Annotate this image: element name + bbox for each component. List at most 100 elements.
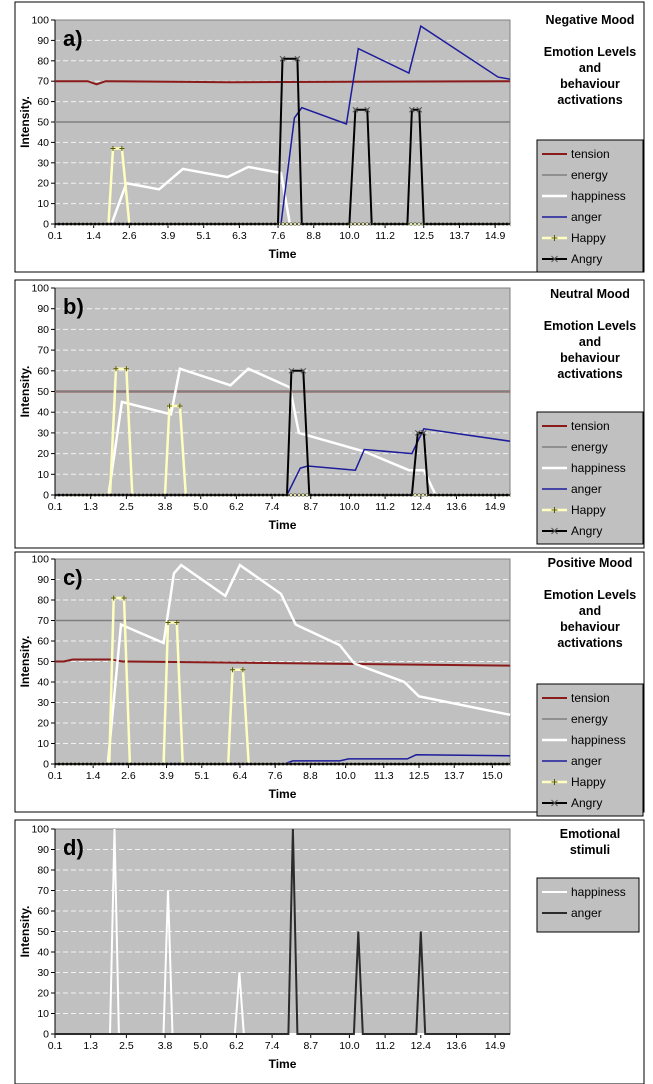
x-tick-label: 7.6 (268, 770, 283, 782)
legend-label: happiness (571, 189, 626, 203)
x-tick-label: 6.4 (233, 770, 248, 782)
angry-marker (409, 106, 415, 113)
y-axis-label: Intensity. (18, 96, 32, 148)
happy-marker (110, 146, 116, 152)
y-tick-label: 100 (31, 824, 49, 836)
x-tick-label: 3.9 (161, 230, 176, 242)
x-tick-label: 12.4 (411, 501, 432, 513)
legend-marker (551, 235, 558, 241)
x-tick-label: 5.1 (196, 230, 211, 242)
side-text-line: stimuli (570, 843, 610, 857)
x-tick-label: 1.3 (83, 501, 98, 513)
y-tick-label: 80 (37, 865, 49, 877)
side-text-line: activations (557, 636, 622, 650)
side-text-line: behaviour (560, 351, 620, 365)
y-tick-label: 100 (31, 283, 49, 295)
y-tick-label: 10 (37, 1008, 49, 1020)
y-tick-label: 70 (37, 76, 49, 88)
y-tick-label: 50 (37, 386, 49, 398)
x-axis-label: Time (269, 787, 297, 801)
y-axis-label: Intensity. (18, 636, 32, 688)
legend-label: happiness (571, 885, 626, 899)
x-tick-label: 5.1 (194, 770, 209, 782)
happy-marker (121, 595, 127, 601)
panel-label: a) (63, 26, 83, 51)
x-axis-label: Time (269, 518, 297, 532)
x-tick-label: 6.2 (229, 1040, 244, 1052)
x-tick-label: 14.9 (485, 501, 506, 513)
legend-marker (551, 799, 558, 807)
legend-label: anger (571, 754, 602, 768)
side-text-line: behaviour (560, 620, 620, 634)
x-tick-label: 13.7 (444, 770, 465, 782)
x-tick-label: 2.5 (119, 1040, 134, 1052)
side-text-line: Emotion Levels (544, 319, 636, 333)
series-line-tension (55, 658, 511, 667)
side-text-line: Neutral Mood (550, 287, 630, 301)
x-tick-label: 3.8 (158, 1040, 173, 1052)
angry-marker (364, 106, 371, 113)
happy-marker (174, 620, 180, 626)
y-tick-label: 30 (37, 967, 49, 979)
x-axis-label: Time (269, 1057, 297, 1071)
legend-marker (551, 527, 558, 535)
happy-marker (166, 403, 172, 409)
side-text-line: and (579, 61, 601, 75)
y-tick-label: 60 (37, 636, 49, 648)
x-tick-label: 13.6 (446, 1040, 467, 1052)
y-tick-label: 70 (37, 885, 49, 897)
x-tick-label: 0.1 (48, 770, 63, 782)
x-tick-label: 11.3 (374, 770, 394, 782)
happy-marker (230, 667, 236, 673)
angry-marker (288, 367, 295, 374)
y-tick-label: 0 (43, 1029, 49, 1041)
legend-box (536, 683, 644, 817)
x-tick-label: 15.0 (482, 770, 503, 782)
y-tick-label: 20 (37, 718, 49, 730)
side-text-line: and (579, 604, 601, 618)
x-tick-label: 0.1 (48, 230, 63, 242)
legend-label: Happy (571, 503, 606, 517)
legend-label: Angry (571, 796, 602, 810)
side-text-line: Emotional (560, 827, 620, 841)
y-tick-label: 90 (37, 574, 49, 586)
side-text-line: activations (557, 367, 622, 381)
x-tick-label: 7.6 (271, 230, 286, 242)
series-line-anger (55, 24, 511, 225)
y-tick-label: 60 (37, 96, 49, 108)
x-tick-label: 0.1 (48, 501, 63, 513)
happy-marker (123, 366, 129, 372)
y-tick-label: 80 (37, 595, 49, 607)
y-tick-label: 10 (37, 198, 49, 210)
x-tick-label: 13.6 (446, 501, 467, 513)
happy-marker (113, 366, 119, 372)
happy-marker (177, 403, 183, 409)
y-tick-label: 30 (37, 157, 49, 169)
panel-label: b) (63, 294, 84, 319)
series-line-anger (55, 828, 510, 1035)
y-tick-label: 20 (37, 988, 49, 1000)
y-tick-label: 0 (43, 759, 49, 771)
angry-marker (300, 367, 307, 374)
baseline-markers (55, 493, 511, 497)
chart-panel-4: 0 10 20 30 40 50 60 70 80 90 100 0.1 1.3 2.5 3.8 5.0 6.2… (14, 819, 645, 1084)
x-tick-label: 8.7 (303, 501, 318, 513)
series-line-happiness (55, 563, 511, 766)
legend-label: anger (571, 906, 602, 920)
series-line-tension (55, 80, 511, 86)
legend-label: Angry (571, 524, 602, 538)
happy-marker (119, 146, 125, 152)
x-tick-label: 10.0 (339, 1040, 360, 1052)
panel-label: c) (63, 565, 83, 590)
chart-panel-1: 0 10 20 30 40 50 60 70 80 90 100 0.1 1.4 2.6 3.9 5.1 6.3… (14, 1, 645, 273)
y-axis-label: Intensity. (18, 906, 32, 958)
y-tick-label: 0 (43, 219, 49, 231)
y-tick-label: 70 (37, 615, 49, 627)
side-text-line: Emotion Levels (544, 588, 636, 602)
y-tick-label: 40 (37, 137, 49, 149)
chart-panel-3: 0 10 20 30 40 50 60 70 80 90 100 0.1 1.4 2.6 3.9 5.1 6.4… (14, 551, 645, 817)
legend-label: energy (571, 712, 608, 726)
y-tick-label: 50 (37, 656, 49, 668)
y-tick-label: 90 (37, 35, 49, 47)
